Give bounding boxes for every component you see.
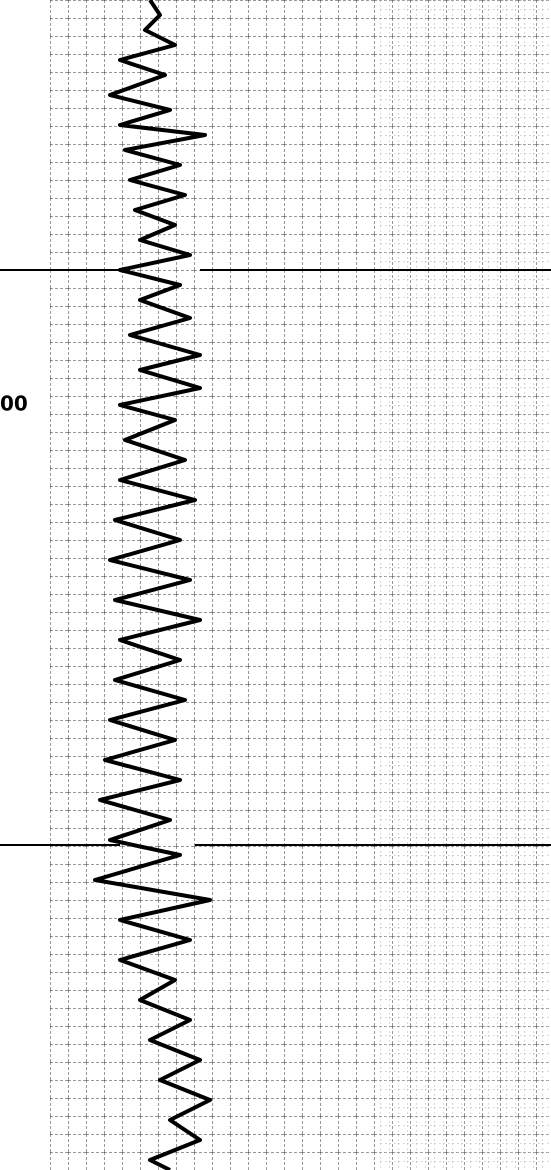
log-sheet: 00 <box>0 0 551 1170</box>
depth-label: 00 <box>0 392 28 416</box>
fine-grid <box>380 0 551 1170</box>
